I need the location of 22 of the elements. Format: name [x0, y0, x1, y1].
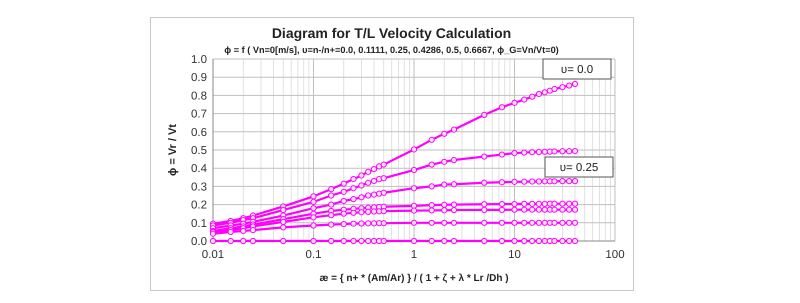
y-tick-label: 0.9 — [191, 72, 207, 84]
y-tick-label: 0.1 — [191, 218, 207, 230]
chart-title: Diagram for T/L Velocity Calculation — [272, 25, 512, 41]
y-tick-label: 0.4 — [191, 163, 208, 176]
y-tick-label: 0.8 — [191, 90, 207, 102]
annotation: υ= 0.25 — [560, 162, 598, 174]
y-tick-label: 0.6 — [191, 126, 207, 139]
x-tick-label: 10 — [508, 249, 521, 261]
y-tick-label: 0.2 — [191, 200, 207, 212]
x-tick-label: 100 — [605, 249, 625, 261]
y-tick-label: 0.5 — [191, 145, 207, 157]
y-tick-label: 1.0 — [191, 54, 207, 66]
chart-subtitle: ϕ = f ( Vn=0[m/s], υ=n-/n+=0.0, 0.1111, 0.25, 0.4286, 0.5, 0.6667, ϕ_G=Vn/Vt=0) — [224, 45, 559, 55]
y-tick-label: 0.0 — [191, 236, 207, 248]
x-axis-title: æ = { n+ * (Am/Ar) } / ( 1 + ζ + λ * Lr /Dh ) — [319, 273, 509, 284]
y-tick-label: 0.7 — [191, 108, 207, 121]
x-tick-label: 0.01 — [202, 249, 224, 261]
x-tick-label: 1 — [410, 249, 418, 261]
y-axis-title: ϕ = Vr / Vt — [167, 124, 179, 176]
x-tick-label: 0.1 — [306, 249, 322, 261]
y-tick-label: 0.3 — [191, 181, 207, 194]
annotation: υ= 0.0 — [560, 64, 594, 76]
